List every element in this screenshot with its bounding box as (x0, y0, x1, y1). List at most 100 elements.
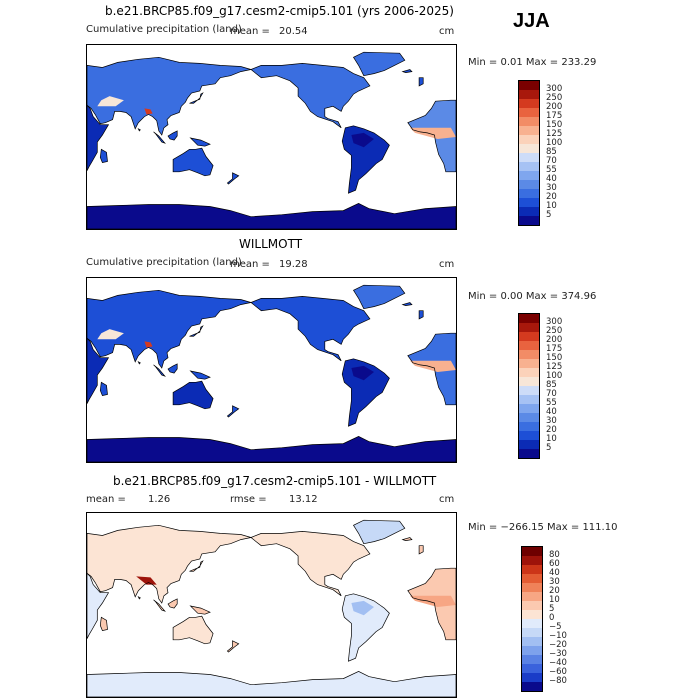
coastline (401, 69, 413, 73)
panel3-rmse-label: rmse = (230, 494, 267, 505)
colorbar-segment (522, 637, 542, 646)
panel3-minmax: Min = −266.15 Max = 111.10 (468, 522, 618, 533)
coastline (407, 332, 456, 406)
coastline (189, 605, 211, 615)
island (190, 606, 210, 615)
colorbar-segment (522, 655, 542, 664)
coastline (418, 545, 424, 555)
coastline (87, 436, 456, 462)
colorbar-tick-label: 175 (546, 343, 563, 354)
colorbar-tick-label: 20 (546, 424, 557, 435)
colorbar-tick-label: 20 (546, 191, 557, 202)
colorbar-segment (519, 81, 539, 90)
panel1-variable-label: Cumulative precipitation (land) (86, 24, 242, 35)
colorbar-tick-label: 5 (546, 442, 552, 453)
colorbar-segment (519, 422, 539, 431)
colorbar-tick-label: 20 (549, 585, 560, 596)
colorbar-tick-label: 40 (546, 173, 557, 184)
island (419, 77, 424, 86)
coastline (226, 172, 240, 185)
colorbar-tick-label: 125 (546, 361, 563, 372)
coastline (250, 63, 371, 129)
island (227, 640, 239, 652)
panel1-mean-value: 20.54 (279, 26, 308, 37)
colorbar-segment (519, 135, 539, 144)
colorbar-tick-label: 100 (546, 370, 563, 381)
colorbar-segment (522, 547, 542, 556)
coastline (250, 531, 371, 597)
colorbar-segment (522, 664, 542, 673)
colorbar-segment (522, 601, 542, 610)
colorbar-segment (519, 368, 539, 377)
landmass-australia (173, 148, 214, 176)
colorbar-segment (519, 207, 539, 216)
colorbar-segment (519, 180, 539, 189)
monsoon-region-patch (144, 341, 153, 348)
colorbar-tick-label: 0 (549, 612, 555, 623)
colorbar-segment (519, 144, 539, 153)
colorbar-segment (519, 350, 539, 359)
panel3-title: b.e21.BRCP85.f09_g17.cesm2-cmip5.101 - W… (113, 474, 437, 488)
colorbar-segment (522, 556, 542, 565)
coastline (172, 380, 214, 410)
panel3-mean-value: 1.26 (148, 494, 171, 505)
panel1-title: b.e21.BRCP85.f09_g17.cesm2-cmip5.101 (yr… (105, 4, 454, 18)
island (419, 545, 424, 554)
colorbar-segment (519, 171, 539, 180)
colorbar-tick-label: 80 (549, 549, 560, 560)
colorbar-tick-label: 200 (546, 101, 563, 112)
colorbar-segment (519, 99, 539, 108)
west-africa-patch (409, 595, 456, 607)
coastline (189, 92, 204, 104)
landmass-greenland (353, 52, 405, 76)
island (100, 382, 108, 396)
coastline (172, 147, 214, 177)
coastline (172, 615, 214, 645)
coastline (87, 56, 252, 136)
colorbar-tick-label: 30 (546, 415, 557, 426)
panel2-title: WILLMOTT (239, 237, 303, 251)
colorbar-tick-label: 10 (549, 594, 560, 605)
colorbar-tick-label: 30 (549, 576, 560, 587)
landmass-africa (87, 105, 109, 171)
coastline (401, 537, 413, 541)
colorbar-segment (519, 90, 539, 99)
coastline (401, 302, 413, 306)
coastline (87, 289, 252, 369)
landmass-africa (87, 338, 109, 404)
colorbar-segment (519, 108, 539, 117)
colorbar-segment (519, 162, 539, 171)
island (168, 130, 178, 141)
colorbar-segment (519, 449, 539, 458)
panel3-unit: cm (439, 494, 455, 505)
panel2-unit: cm (439, 259, 455, 270)
coastline (99, 148, 108, 164)
colorbar-tick-label: 5 (546, 209, 552, 220)
coastline (418, 77, 424, 87)
coastline (87, 104, 110, 171)
landmass-northAm (251, 63, 370, 128)
landmass-antarctica (87, 436, 456, 462)
colorbar-segment (519, 323, 539, 332)
colorbar-tick-label: 40 (546, 406, 557, 417)
coastline (418, 310, 424, 320)
colorbar-tick-label: 85 (546, 146, 557, 157)
colorbar-tick-label: 300 (546, 316, 563, 327)
coastline (87, 671, 456, 697)
colorbar-segment (519, 386, 539, 395)
colorbar-segment (522, 673, 542, 682)
colorbar-tick-label: 125 (546, 128, 563, 139)
island (190, 371, 210, 380)
panel3-map-svg (87, 519, 456, 697)
colorbar-tick-label: 200 (546, 334, 563, 345)
colorbar-segment (519, 359, 539, 368)
coastline (153, 599, 166, 612)
coastline (87, 524, 252, 604)
colorbar-tick-label: −20 (549, 639, 567, 650)
coastline (250, 296, 371, 362)
colorbar-segment (522, 565, 542, 574)
colorbar-tick-label: 55 (546, 164, 557, 175)
panel1-map (86, 44, 457, 230)
colorbar-segment (522, 610, 542, 619)
